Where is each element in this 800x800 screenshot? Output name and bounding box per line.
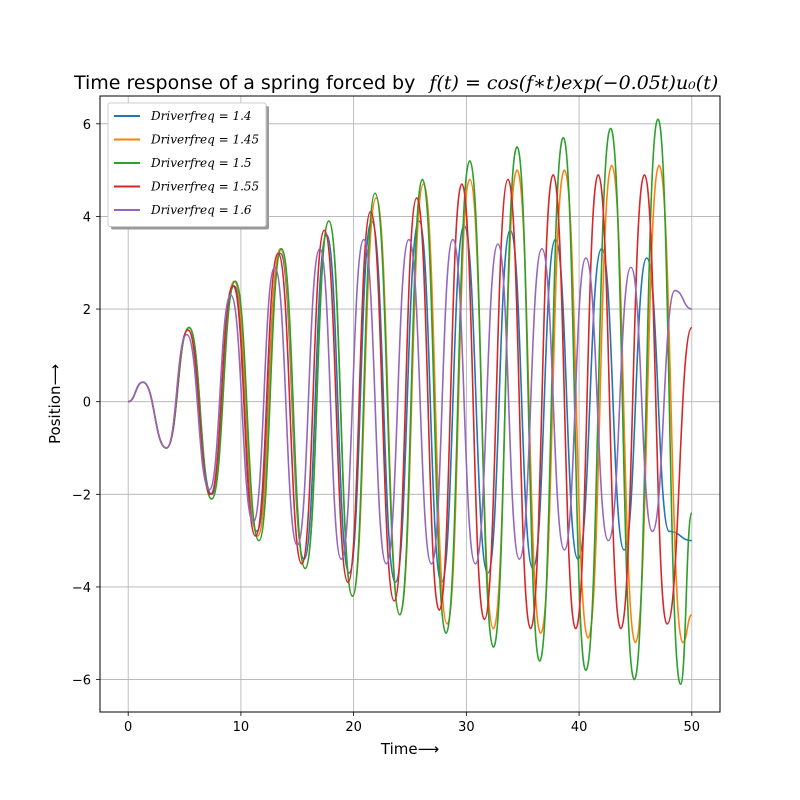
y-tick-label: 0	[83, 396, 91, 411]
y-axis-label: Position⟶	[46, 364, 64, 444]
y-tick-label: −2	[72, 488, 91, 503]
series-line-5	[127, 238, 693, 565]
y-tick-label: −4	[72, 581, 91, 596]
x-tick-label: 40	[571, 720, 588, 735]
y-tick-label: 6	[83, 118, 91, 133]
x-tick-label: 30	[458, 720, 475, 735]
chart-title-formula: f(t) = cos(f∗t)exp(−0.05t)u₀(t)	[427, 72, 718, 94]
y-tick-label: −6	[72, 674, 91, 689]
plot-frame	[99, 95, 721, 713]
legend: Driverfreq = 1.4 Driverfreq = 1.45 Driverf…	[107, 102, 269, 230]
x-tick-label: 10	[233, 720, 250, 735]
chart-title-text: Time response of a spring forced by	[73, 72, 415, 94]
series-line-2	[127, 164, 693, 644]
x-axis-label: Time⟶	[380, 740, 439, 758]
legend-label-4: Driverfreq = 1.55	[150, 180, 259, 194]
legend-label-5: Driverfreq = 1.6	[150, 203, 252, 217]
legend-label-2: Driverfreq = 1.45	[150, 133, 259, 147]
x-tick-label: 50	[684, 720, 701, 735]
legend-label-3: Driverfreq = 1.5	[150, 156, 252, 170]
legend-box	[107, 102, 267, 227]
chart-title: Time response of a spring forced by f(t)…	[73, 72, 718, 94]
series-line-4	[127, 173, 693, 630]
y-tick-label: 2	[83, 303, 91, 318]
series-line-3	[127, 118, 693, 686]
series-lines	[127, 118, 693, 686]
y-tick-label: 4	[83, 210, 91, 225]
x-tick-label: 0	[124, 720, 132, 735]
legend-label-1: Driverfreq = 1.4	[150, 109, 252, 123]
axis-ticks: 0 10 20 30 40 50 −6 −4 −2 0 2 4 6	[72, 118, 700, 735]
x-tick-label: 20	[345, 720, 362, 735]
